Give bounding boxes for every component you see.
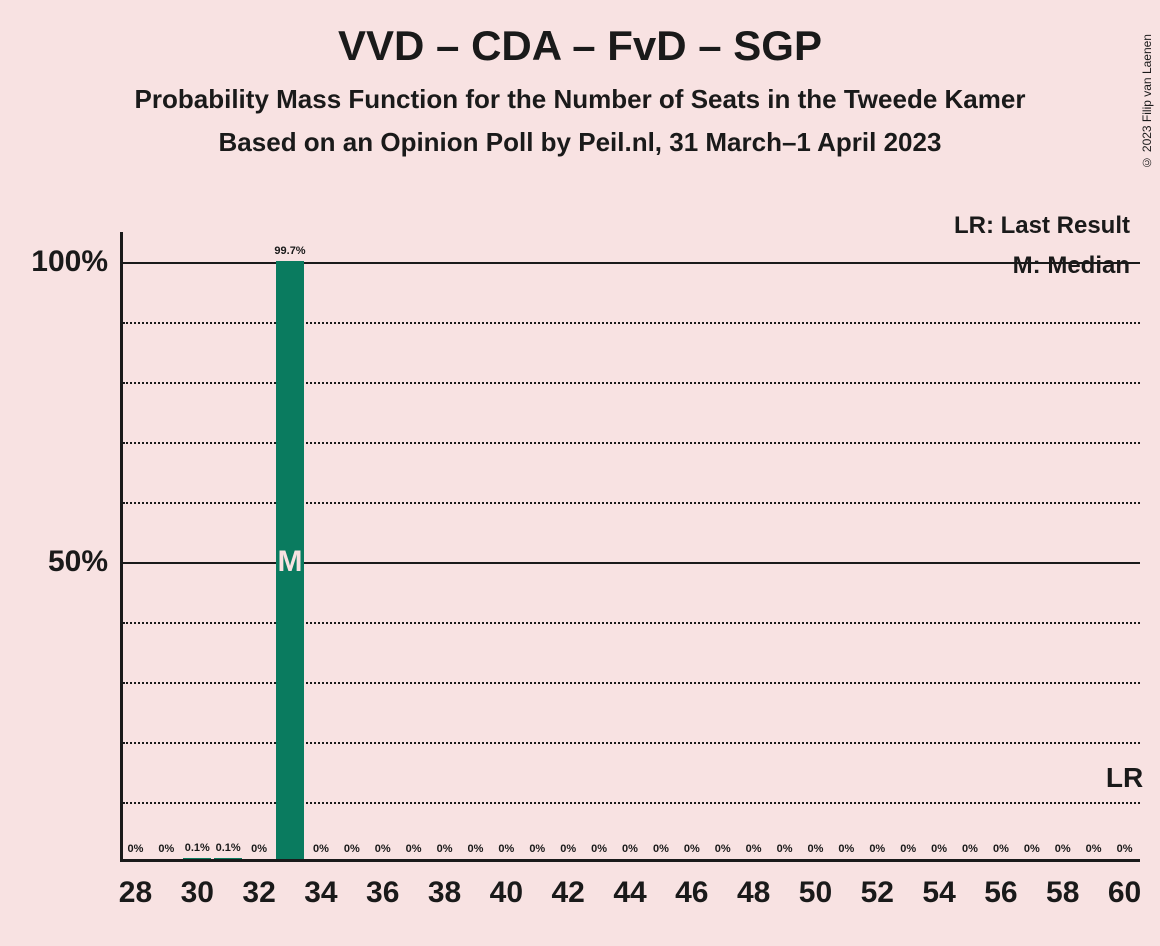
x-tick-label: 34 xyxy=(304,876,337,910)
bar-value-label: 0% xyxy=(344,843,360,855)
bar-value-label: 0% xyxy=(406,843,422,855)
bar-value-label: 0% xyxy=(684,843,700,855)
x-tick-label: 56 xyxy=(984,876,1017,910)
last-result-marker: LR xyxy=(1106,762,1143,794)
bar xyxy=(183,858,211,859)
bar-value-label: 0% xyxy=(437,843,453,855)
bar-value-label: 0% xyxy=(375,843,391,855)
bar-value-label: 0% xyxy=(1086,843,1102,855)
bar-value-label: 0% xyxy=(251,843,267,855)
bar-value-label: 0% xyxy=(313,843,329,855)
bar-value-label: 0% xyxy=(498,843,514,855)
bar-value-label: 0% xyxy=(777,843,793,855)
x-axis xyxy=(120,859,1140,862)
bar xyxy=(214,858,242,859)
x-tick-label: 54 xyxy=(922,876,955,910)
x-tick-label: 60 xyxy=(1108,876,1141,910)
bar-value-label: 0% xyxy=(560,843,576,855)
x-tick-label: 30 xyxy=(181,876,214,910)
x-tick-label: 48 xyxy=(737,876,770,910)
x-tick-label: 46 xyxy=(675,876,708,910)
bar-value-label: 0% xyxy=(591,843,607,855)
legend-median: M: Median xyxy=(1013,252,1130,280)
bar-value-label: 0% xyxy=(808,843,824,855)
bar-value-label: 0% xyxy=(1117,843,1133,855)
chart-subtitle-1: Probability Mass Function for the Number… xyxy=(0,84,1160,115)
chart-subtitle-2: Based on an Opinion Poll by Peil.nl, 31 … xyxy=(0,127,1160,158)
median-marker: M xyxy=(278,545,303,579)
bar-value-label: 0% xyxy=(900,843,916,855)
x-tick-label: 42 xyxy=(551,876,584,910)
bar-value-label: 0% xyxy=(962,843,978,855)
bar-value-label: 0% xyxy=(931,843,947,855)
x-tick-label: 32 xyxy=(242,876,275,910)
bar-value-label: 0% xyxy=(529,843,545,855)
bar-value-label: 0% xyxy=(715,843,731,855)
x-tick-label: 36 xyxy=(366,876,399,910)
x-tick-label: 38 xyxy=(428,876,461,910)
chart-title: VVD – CDA – FvD – SGP xyxy=(0,22,1160,70)
bar-value-label: 0.1% xyxy=(185,842,210,854)
y-tick-label: 100% xyxy=(31,245,108,279)
x-tick-label: 40 xyxy=(490,876,523,910)
bar-value-label: 0% xyxy=(838,843,854,855)
bar-value-label: 0% xyxy=(128,843,144,855)
bar-value-label: 0% xyxy=(869,843,885,855)
bar-value-label: 0% xyxy=(622,843,638,855)
bar-value-label: 0% xyxy=(158,843,174,855)
x-tick-label: 50 xyxy=(799,876,832,910)
pmf-bar-chart: LR: Last Result M: Median 100%50%2830323… xyxy=(120,232,1140,862)
bar-value-label: 0% xyxy=(653,843,669,855)
bar-value-label: 0% xyxy=(1055,843,1071,855)
x-tick-label: 58 xyxy=(1046,876,1079,910)
bar-value-label: 0% xyxy=(1024,843,1040,855)
bar-value-label: 0% xyxy=(993,843,1009,855)
bar-value-label: 0% xyxy=(746,843,762,855)
copyright: © 2023 Filip van Laenen xyxy=(1140,34,1154,169)
x-tick-label: 28 xyxy=(119,876,152,910)
x-tick-label: 44 xyxy=(613,876,646,910)
y-axis xyxy=(120,232,123,862)
y-tick-label: 50% xyxy=(48,545,108,579)
x-tick-label: 52 xyxy=(861,876,894,910)
legend-last-result: LR: Last Result xyxy=(954,212,1130,240)
bar-value-label: 99.7% xyxy=(274,245,305,257)
bar-value-label: 0% xyxy=(468,843,484,855)
bar-value-label: 0.1% xyxy=(216,842,241,854)
